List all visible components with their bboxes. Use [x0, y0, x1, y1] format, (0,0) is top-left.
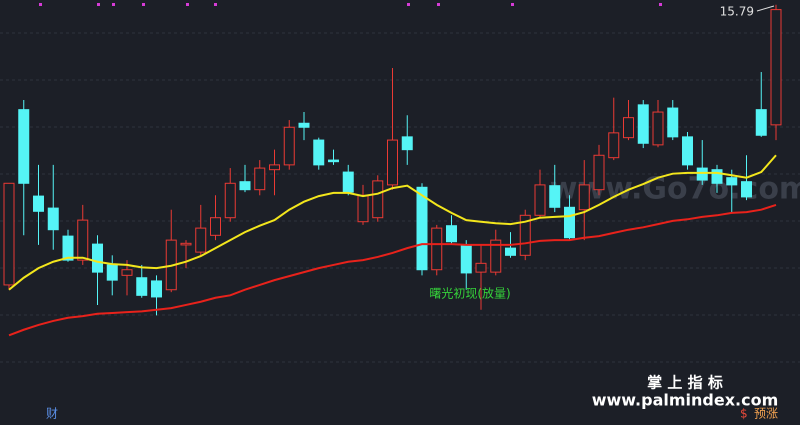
- candle-body: [372, 180, 384, 219]
- candle-body: [298, 122, 310, 128]
- candle-body: [254, 167, 266, 191]
- candle-body: [726, 177, 738, 186]
- bottom-left-label: 财: [46, 407, 58, 421]
- candle-body: [416, 186, 428, 271]
- signal-dot: [186, 3, 189, 6]
- plot: [3, 4, 782, 337]
- candle-body: [77, 219, 89, 261]
- candle-body: [33, 195, 44, 212]
- candle-body: [593, 154, 605, 191]
- brand-url: www.palmindex.com: [592, 391, 779, 410]
- signal-dot: [214, 3, 217, 6]
- grid: [0, 32, 800, 363]
- candle-body: [18, 109, 30, 184]
- candle-body: [92, 243, 103, 273]
- bottom-right-label: 预涨: [754, 406, 778, 421]
- candle-body: [637, 104, 649, 144]
- candle-body: [47, 207, 59, 231]
- candle-body: [519, 214, 531, 256]
- signal-dot: [659, 3, 662, 6]
- candle-body: [623, 117, 634, 139]
- candle-body: [283, 126, 295, 166]
- brand: 掌 上 指 标: [647, 374, 723, 392]
- moving-average-line: [8, 154, 777, 291]
- candle-body: [578, 184, 590, 211]
- candle-body: [136, 277, 148, 296]
- candle-body: [549, 185, 561, 208]
- candle-body: [564, 206, 575, 239]
- candle-body: [652, 111, 664, 146]
- candle-body: [401, 136, 413, 151]
- candle-body: [446, 225, 457, 243]
- signal-dot: [112, 3, 115, 6]
- high-arrow: [756, 5, 775, 12]
- candle-body: [269, 164, 280, 171]
- dollar-icon: $: [740, 407, 748, 421]
- high-label: 15.79: [720, 5, 754, 19]
- moving-average-line: [8, 203, 777, 337]
- candle-body: [696, 167, 708, 181]
- candle-body: [224, 182, 236, 219]
- candle-body: [387, 139, 398, 186]
- candle-body: [682, 136, 693, 166]
- signal-dot: [407, 3, 410, 6]
- candle-body: [534, 184, 546, 216]
- candle-body: [195, 227, 207, 253]
- candle-body: [121, 269, 133, 276]
- candle-body: [490, 239, 502, 273]
- candle-body: [711, 169, 723, 184]
- candle-body: [62, 235, 74, 261]
- candle-body: [210, 217, 221, 236]
- signal-dot: [437, 3, 440, 6]
- candle-body: [431, 227, 443, 271]
- candle-body: [239, 181, 251, 191]
- candle-body: [770, 9, 782, 126]
- signal-dots: [39, 3, 662, 6]
- candle-body: [667, 107, 679, 138]
- candle-body: [106, 264, 118, 281]
- candle-body: [741, 181, 752, 198]
- signal-dot: [142, 3, 145, 6]
- candle-body: [3, 182, 15, 286]
- candle-body: [755, 109, 767, 136]
- signal-dot: [511, 3, 514, 6]
- candle-body: [151, 280, 162, 298]
- candle-body: [342, 171, 354, 193]
- candle-body: [328, 159, 339, 163]
- candle-body: [313, 139, 325, 166]
- candle-body: [460, 244, 472, 274]
- candle-body: [180, 242, 192, 246]
- candle-body: [475, 262, 487, 273]
- signal-dot: [39, 3, 42, 6]
- signal-label: 曙光初现(放量): [429, 286, 510, 301]
- candle-body: [505, 247, 516, 256]
- signal-dot: [97, 3, 100, 6]
- watermark: www.Go7o.com: [550, 172, 800, 207]
- candle-body: [357, 194, 369, 223]
- candle-body: [608, 132, 620, 159]
